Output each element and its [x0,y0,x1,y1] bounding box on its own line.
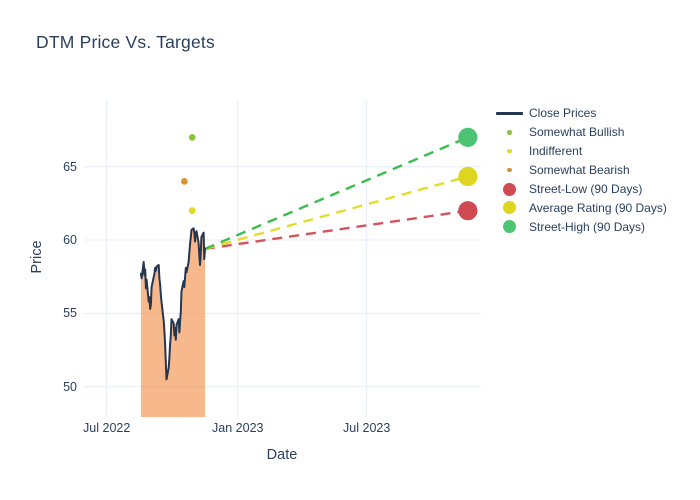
legend-item-somewhat-bearish[interactable]: Somewhat Bearish [490,161,667,180]
legend-swatch-box [490,167,529,173]
legend-item-average-rating-90-days[interactable]: Average Rating (90 Days) [490,198,667,217]
legend-item-close-prices[interactable]: Close Prices [490,104,667,123]
legend-item-street-low-90-days[interactable]: Street-Low (90 Days) [490,180,667,199]
circle-swatch-icon [503,220,516,234]
legend-item-street-high-90-days[interactable]: Street-High (90 Days) [490,217,667,236]
street-low-90-days-marker[interactable] [458,201,478,221]
legend-swatch-box [490,112,529,115]
average-rating-90-days-dash-line [204,175,469,250]
legend-swatch-box [490,220,529,234]
legend-item-label: Indifferent [529,144,583,159]
average-rating-90-days-marker[interactable] [458,166,478,187]
indifferent-marker[interactable] [188,207,196,215]
legend-swatch-box [490,201,529,215]
street-high-90-days-dash-line [204,136,469,250]
legend-item-label: Somewhat Bullish [529,125,625,140]
dot-swatch-icon [507,167,512,173]
dot-swatch-icon [507,148,512,154]
dot-swatch-icon [507,130,512,135]
y-axis-title: Price [29,240,45,274]
legend-swatch-box [490,182,529,196]
street-high-90-days-marker[interactable] [458,127,478,147]
legend-item-label: Somewhat Bearish [529,163,630,178]
legend-swatch-box [490,130,529,135]
legend-item-label: Street-Low (90 Days) [529,182,643,196]
legend-item-indifferent[interactable]: Indifferent [490,142,667,161]
legend-item-label: Average Rating (90 Days) [529,200,667,215]
legend: Close Prices Somewhat Bullish Indifferent S… [490,104,667,236]
legend-item-somewhat-bullish[interactable]: Somewhat Bullish [490,123,667,142]
circle-swatch-icon [503,201,516,215]
somewhat-bearish-marker[interactable] [180,177,188,185]
street-low-90-days-dash-line [204,209,469,251]
somewhat-bullish-marker[interactable] [188,133,196,141]
circle-swatch-icon [503,182,516,196]
line-swatch-icon [496,112,523,115]
close-prices-line[interactable] [139,227,206,381]
legend-item-label: Street-High (90 Days) [529,219,646,234]
chart-title: DTM Price Vs. Targets [36,32,215,52]
legend-item-label: Close Prices [529,106,597,121]
x-axis-title: Date [266,447,298,463]
legend-swatch-box [490,148,529,154]
